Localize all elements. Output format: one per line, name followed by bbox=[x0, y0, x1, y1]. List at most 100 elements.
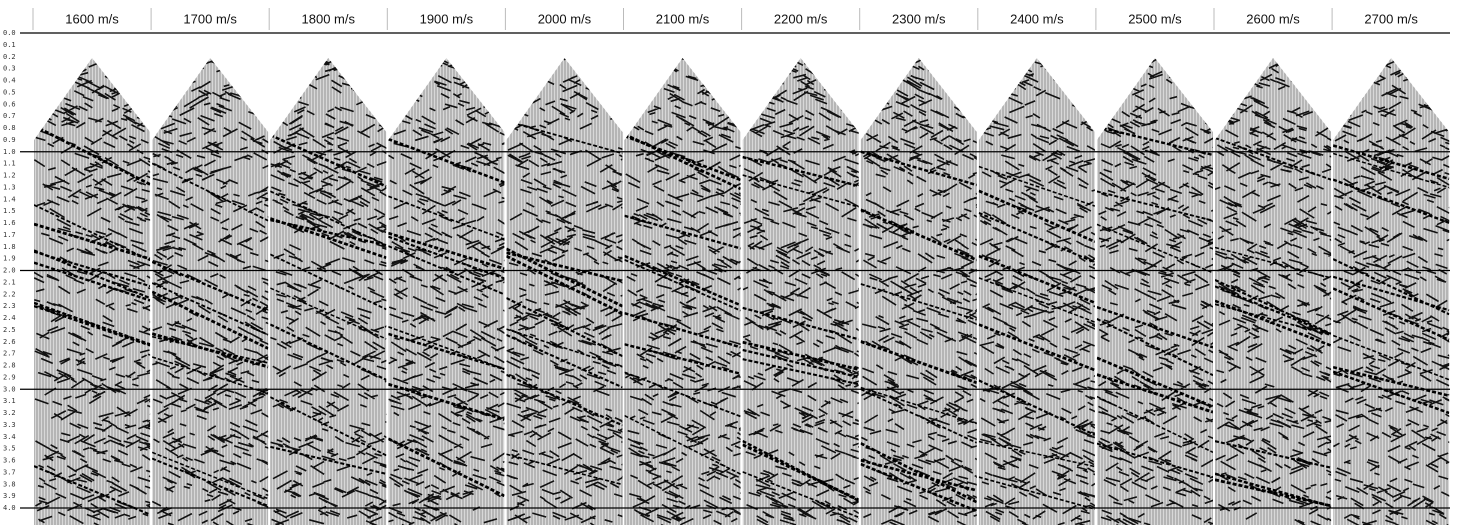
event bbox=[978, 476, 1095, 510]
event bbox=[388, 231, 505, 271]
event bbox=[34, 301, 151, 346]
event bbox=[270, 396, 387, 457]
panel bbox=[34, 58, 151, 525]
event bbox=[270, 190, 387, 247]
event bbox=[1096, 306, 1213, 349]
event bbox=[152, 457, 269, 507]
panel-label: 1600 m/s bbox=[65, 11, 119, 26]
event bbox=[624, 343, 741, 375]
event bbox=[742, 155, 859, 188]
event bbox=[506, 373, 623, 427]
time-label: 2.3 bbox=[3, 302, 16, 310]
panel-label: 2000 m/s bbox=[538, 11, 592, 26]
event bbox=[388, 195, 505, 241]
event bbox=[506, 120, 623, 155]
time-label: 0.9 bbox=[3, 136, 16, 144]
event bbox=[1333, 258, 1450, 316]
panel bbox=[506, 58, 623, 525]
event bbox=[978, 440, 1095, 468]
event bbox=[1096, 223, 1213, 274]
event bbox=[1096, 395, 1213, 454]
time-label: 3.0 bbox=[3, 385, 16, 393]
time-label: 2.5 bbox=[3, 326, 16, 334]
event bbox=[34, 249, 151, 300]
event bbox=[388, 137, 505, 184]
event bbox=[1333, 144, 1450, 181]
event bbox=[152, 290, 269, 350]
event bbox=[34, 222, 151, 261]
time-label: 1.0 bbox=[3, 148, 16, 156]
event bbox=[270, 253, 387, 311]
event bbox=[860, 388, 977, 444]
time-label: 0.3 bbox=[3, 65, 16, 73]
event bbox=[1096, 125, 1213, 157]
event bbox=[742, 358, 859, 386]
time-label: 3.9 bbox=[3, 492, 16, 500]
event bbox=[742, 340, 859, 371]
event bbox=[1096, 442, 1213, 479]
event bbox=[860, 340, 977, 385]
panel-label: 2400 m/s bbox=[1010, 11, 1064, 26]
time-label: 0.8 bbox=[3, 124, 16, 132]
time-label: 0.5 bbox=[3, 88, 16, 96]
time-label: 2.0 bbox=[3, 267, 16, 275]
time-label: 2.2 bbox=[3, 290, 16, 298]
event bbox=[978, 189, 1095, 243]
event bbox=[1215, 137, 1332, 181]
time-label: 3.5 bbox=[3, 445, 16, 453]
time-label: 1.2 bbox=[3, 172, 16, 180]
wiggles bbox=[624, 58, 741, 525]
panel bbox=[388, 58, 505, 525]
event bbox=[506, 453, 623, 486]
panel bbox=[152, 58, 269, 525]
event bbox=[152, 162, 269, 222]
event bbox=[624, 254, 741, 307]
event bbox=[860, 283, 977, 321]
event bbox=[742, 306, 859, 341]
time-label: 2.7 bbox=[3, 350, 16, 358]
time-label: 0.7 bbox=[3, 112, 16, 120]
panel bbox=[742, 58, 859, 525]
time-label: 0.4 bbox=[3, 77, 16, 85]
panel bbox=[860, 58, 977, 525]
event bbox=[1215, 285, 1332, 336]
wiggles bbox=[1215, 58, 1332, 525]
panel-label: 2300 m/s bbox=[892, 11, 946, 26]
event bbox=[1215, 478, 1332, 508]
event bbox=[152, 356, 269, 395]
trace-fill bbox=[978, 58, 1095, 525]
time-label: 2.8 bbox=[3, 362, 16, 370]
time-label: 0.0 bbox=[3, 29, 16, 37]
time-label: 3.4 bbox=[3, 433, 16, 441]
panel bbox=[1333, 58, 1450, 525]
event bbox=[860, 458, 977, 492]
event bbox=[270, 287, 387, 340]
event bbox=[860, 150, 977, 187]
event bbox=[1333, 370, 1450, 415]
event bbox=[34, 124, 151, 186]
event bbox=[978, 254, 1095, 304]
event bbox=[860, 386, 977, 425]
event bbox=[978, 277, 1095, 323]
event bbox=[1215, 472, 1332, 508]
panel-label: 2100 m/s bbox=[656, 11, 710, 26]
event bbox=[624, 371, 741, 418]
event bbox=[388, 382, 505, 421]
panel-label: 1900 m/s bbox=[420, 11, 474, 26]
panel-label: 1800 m/s bbox=[302, 11, 356, 26]
event bbox=[34, 304, 151, 347]
event bbox=[152, 332, 269, 369]
time-label: 2.6 bbox=[3, 338, 16, 346]
time-label: 1.3 bbox=[3, 183, 16, 191]
event bbox=[506, 334, 623, 389]
time-label: 3.1 bbox=[3, 397, 16, 405]
event bbox=[34, 261, 151, 302]
event bbox=[1215, 299, 1332, 347]
event bbox=[1333, 275, 1450, 312]
event bbox=[1333, 334, 1450, 381]
time-label: 3.3 bbox=[3, 421, 16, 429]
panel-label: 2200 m/s bbox=[774, 11, 828, 26]
event bbox=[742, 443, 859, 502]
